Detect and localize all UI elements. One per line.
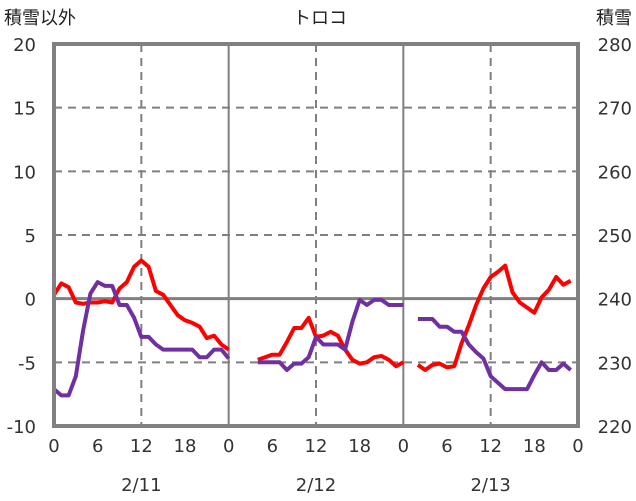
x-tick: 0 — [398, 436, 409, 457]
y-tick-left: -10 — [7, 417, 36, 438]
series-line-non-snow — [416, 263, 572, 372]
plot-frame — [52, 42, 580, 428]
y-tick-left: -5 — [18, 353, 36, 374]
x-tick: 0 — [48, 436, 59, 457]
x-tick: 12 — [479, 436, 502, 457]
x-tick: 12 — [305, 436, 328, 457]
right-axis-title: 積雪 — [596, 8, 632, 29]
y-tick-right: 240 — [598, 290, 632, 311]
series-line-snow — [257, 297, 404, 372]
x-tick: 12 — [130, 436, 153, 457]
chart-title: トロコ — [293, 8, 347, 29]
y-tick-right: 230 — [598, 353, 632, 374]
series-line-non-snow — [257, 315, 405, 369]
x-tick: 6 — [267, 436, 278, 457]
y-tick-left: 0 — [25, 290, 36, 311]
series-line-snow — [52, 280, 231, 398]
x-tick: 18 — [523, 436, 546, 457]
date-label: 2/12 — [296, 475, 336, 496]
x-tick: 18 — [174, 436, 197, 457]
y-tick-right: 270 — [598, 99, 632, 120]
left-axis-title: 積雪以外 — [4, 8, 76, 29]
x-tick: 0 — [223, 436, 234, 457]
y-tick-left: 5 — [25, 226, 36, 247]
y-tick-left: 20 — [13, 35, 36, 56]
y-tick-right: 280 — [598, 35, 632, 56]
date-label: 2/13 — [470, 475, 510, 496]
x-tick: 6 — [441, 436, 452, 457]
y-tick-right: 250 — [598, 226, 632, 247]
x-tick: 6 — [92, 436, 103, 457]
y-tick-right: 220 — [598, 417, 632, 438]
y-tick-right: 260 — [598, 162, 632, 183]
series-line-snow — [417, 317, 573, 392]
x-tick: 18 — [348, 436, 371, 457]
y-tick-left: 15 — [13, 99, 36, 120]
y-tick-left: 10 — [13, 162, 36, 183]
x-tick: 0 — [572, 436, 583, 457]
series-line-non-snow — [52, 258, 230, 352]
date-label: 2/11 — [121, 475, 161, 496]
